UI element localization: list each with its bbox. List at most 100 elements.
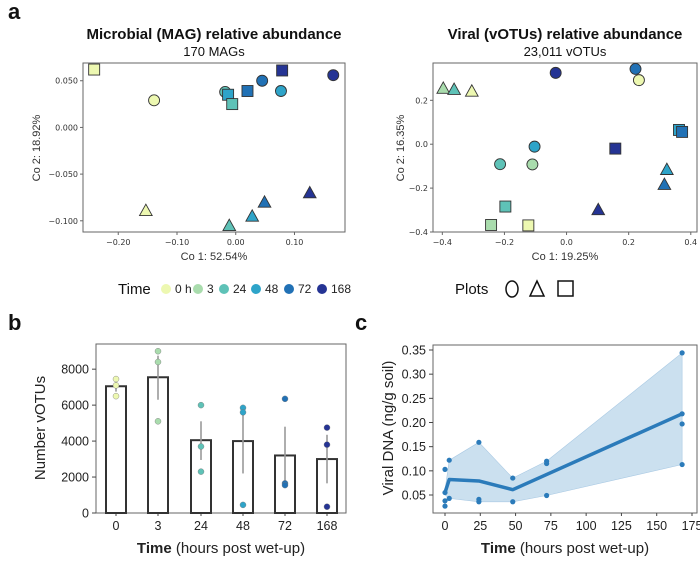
dna-data-point	[544, 460, 550, 467]
bar-replicate-point-3	[154, 418, 162, 425]
bars-y-tick-label: 0	[82, 507, 89, 521]
dna-x-axis-label-rest: (hours post wet-up)	[516, 540, 649, 557]
votu-x-tick-label: 0.2	[622, 238, 635, 247]
votu-point-square-t3	[485, 219, 498, 231]
dna-x-tick-label: 25	[473, 519, 487, 533]
bars-x-axis-label-rest: (hours post wet-up)	[172, 540, 305, 557]
mag-point-circle-t48	[275, 85, 287, 97]
votu-y-tick-label: 0.0	[415, 140, 428, 149]
votu-x-tick-label: −0.2	[495, 238, 514, 247]
mag-point-square-t72	[241, 85, 254, 97]
bars-x-axis-label: Time (hours post wet-up)	[137, 540, 305, 557]
dna-x-axis-label: Time (hours post wet-up)	[481, 540, 649, 557]
dna-x-tick-label: 75	[544, 519, 558, 533]
votu-point-triangle-t168	[591, 202, 606, 216]
mag-plot-frame	[82, 62, 346, 233]
dna-x-axis-label-bold: Time	[481, 540, 516, 557]
legend-plots-title: Plots	[455, 281, 488, 298]
votu-y-tick-label: −0.4	[409, 228, 428, 237]
bar-replicate-point-168	[323, 503, 331, 510]
votu-point-circle-t72	[629, 62, 642, 75]
legend-time-label-48: 48	[265, 282, 279, 296]
dna-y-tick-label: 0.35	[402, 344, 426, 358]
votu-x-axis-label: Co 1: 19.25%	[532, 251, 599, 263]
dna-data-point	[442, 498, 448, 504]
legend-circle-shape-icon	[505, 280, 519, 298]
mag-point-triangle-t168	[302, 185, 317, 199]
mag-point-circle-t72	[256, 74, 269, 87]
bars-x-tick-label: 0	[113, 519, 120, 533]
bars-x-tick-label: 3	[155, 519, 162, 533]
dna-data-point	[679, 411, 685, 417]
bars-x-axis-label-bold: Time	[137, 540, 172, 557]
votu-x-tick-label: 0.4	[684, 238, 697, 247]
dna-x-tick-label: 150	[646, 519, 667, 533]
mag-y-tick-label: −0.100	[48, 217, 78, 226]
bars-y-tick-label: 2000	[61, 471, 89, 485]
mag-x-tick-label: 0.00	[227, 238, 245, 247]
dna-x-tick-label: 175	[682, 519, 700, 533]
votu-plot-frame	[432, 62, 698, 233]
mag-x-tick-label: 0.10	[286, 238, 304, 247]
votu-chart-title: Viral (vOTUs) relative abundance	[448, 26, 683, 43]
dna-data-point	[679, 461, 685, 468]
bars-plot-frame	[95, 343, 347, 514]
bar-replicate-point-72	[281, 395, 289, 403]
legend-triangle-shape-icon	[528, 279, 546, 297]
dna-data-point	[442, 489, 448, 496]
bars-y-tick-label: 4000	[61, 435, 89, 449]
legend: Time 0 h 3 24 48 72 168 Plots	[118, 279, 574, 298]
dna-data-point	[679, 421, 685, 427]
bar-replicate-point-0	[112, 382, 120, 389]
dna-y-tick-label: 0.30	[402, 368, 426, 382]
votu-point-square-t0	[522, 219, 535, 232]
legend-time-title: Time	[118, 281, 151, 298]
bars-x-tick-label: 48	[236, 519, 250, 533]
bars-y-tick-label: 6000	[61, 399, 89, 413]
bars-x-tick-label: 24	[194, 519, 208, 533]
bars-x-tick-label: 72	[278, 519, 292, 533]
votu-y-tick-label: −0.2	[409, 184, 428, 193]
bar-replicate-point-24	[197, 401, 205, 409]
legend-plot-shapes	[505, 279, 574, 298]
legend-time-label-72: 72	[298, 282, 312, 296]
bar-replicate-point-48	[239, 409, 247, 416]
mag-point-triangle-t48	[245, 208, 260, 222]
bar-replicate-point-48	[239, 501, 247, 509]
bars-y-axis-label: Number vOTUs	[32, 376, 49, 480]
dna-x-tick-label: 100	[576, 519, 597, 533]
mag-point-square-t168	[276, 64, 289, 77]
bar-replicate-point-3	[154, 347, 162, 355]
votu-point-circle-t24	[494, 158, 507, 171]
bar-replicate-point-168	[323, 441, 331, 448]
legend-square-shape-icon	[557, 280, 574, 297]
votu-point-triangle-t0	[464, 83, 479, 97]
dna-y-tick-label: 0.25	[402, 392, 426, 406]
legend-time-label-24: 24	[233, 282, 247, 296]
dna-x-tick-label: 125	[611, 519, 632, 533]
mag-y-tick-label: 0.000	[55, 123, 78, 132]
votu-x-tick-label: 0.0	[560, 238, 573, 247]
mag-x-tick-label: −0.20	[106, 238, 131, 247]
mag-point-square-t24	[226, 98, 239, 111]
dna-data-point	[476, 439, 482, 445]
votu-point-square-t24	[499, 200, 512, 213]
votu-point-triangle-t24	[447, 82, 462, 95]
votu-point-square-t72	[676, 125, 689, 138]
votu-y-axis-label: Co 2: 16.35%	[395, 114, 407, 181]
bar-chart-votu-count: Number vOTUs Time (hours post wet-up) 0 2…	[32, 343, 347, 557]
dna-y-tick-label: 0.20	[402, 416, 426, 430]
bar-replicate-point-0	[112, 375, 120, 383]
votu-point-circle-t3	[526, 158, 539, 171]
dna-y-tick-label: 0.05	[402, 489, 426, 503]
dna-mean-line	[443, 412, 683, 494]
dna-data-point	[544, 492, 550, 499]
votu-scatter-chart: Viral (vOTUs) relative abundance 23,011 …	[395, 26, 698, 263]
dna-data-point	[476, 499, 482, 505]
votu-point-circle-t0	[632, 74, 645, 87]
mag-y-axis-label: Co 2: 18.92%	[31, 114, 43, 181]
dna-data-point	[446, 495, 452, 501]
dna-y-axis-label: Viral DNA (ng/g soil)	[380, 361, 397, 496]
line-chart-viral-dna: Viral DNA (ng/g soil) Time (hours post w…	[380, 344, 700, 558]
mag-chart-title: Microbial (MAG) relative abundance	[86, 26, 341, 43]
